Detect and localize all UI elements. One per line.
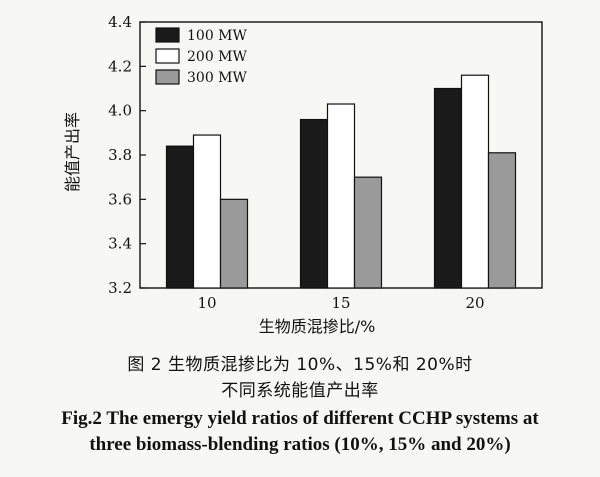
y-axis-label: 能值产出率 [63, 112, 82, 192]
y-tick-label: 4.2 [108, 57, 132, 75]
caption-cn-line2: 不同系统能值产出率 [221, 381, 379, 401]
legend-swatch [155, 69, 180, 85]
legend-label: 100 MW [187, 28, 248, 44]
x-tick-label: 10 [197, 294, 216, 312]
bar-200mw-20 [460, 74, 490, 289]
bar-300mw-20 [487, 152, 517, 289]
y-tick-label: 3.6 [108, 190, 132, 208]
caption-en-line2: three biomass-blending ratios (10%, 15% … [89, 434, 511, 455]
y-tick-label: 4.0 [108, 102, 132, 120]
legend-swatch [155, 48, 180, 64]
bar-300mw-15 [353, 176, 383, 289]
bar-chart: 3.2 3.4 3.6 3.8 4.0 4.2 4.4 10 15 20 100 MW 200 M… [63, 13, 543, 336]
y-axis-ticks: 3.2 3.4 3.6 3.8 4.0 4.2 4.4 [108, 13, 146, 297]
x-tick-label: 15 [331, 294, 350, 312]
y-tick-label: 3.4 [108, 235, 132, 253]
bar-300mw-10 [219, 198, 249, 289]
y-tick-label: 3.8 [108, 146, 132, 164]
caption-en-line1: Fig.2 The emergy yield ratios of differe… [61, 408, 539, 429]
y-tick-label: 3.2 [108, 279, 132, 297]
x-tick-label: 20 [465, 294, 484, 312]
bar-100mw-20 [433, 87, 463, 289]
legend-label: 200 MW [187, 49, 248, 65]
x-axis-label: 生物质混掺比/% [259, 317, 376, 336]
bar-100mw-10 [165, 145, 195, 289]
y-tick-label: 4.4 [108, 13, 132, 31]
bar-series [165, 74, 517, 289]
legend-swatch [155, 27, 180, 43]
legend: 100 MW 200 MW 300 MW [155, 27, 248, 86]
caption-cn-line1: 图 2 生物质混掺比为 10%、15%和 20%时 [127, 355, 473, 375]
legend-label: 300 MW [187, 70, 248, 86]
bar-200mw-10 [192, 134, 222, 289]
bar-100mw-15 [299, 118, 329, 289]
bar-200mw-15 [326, 103, 356, 289]
